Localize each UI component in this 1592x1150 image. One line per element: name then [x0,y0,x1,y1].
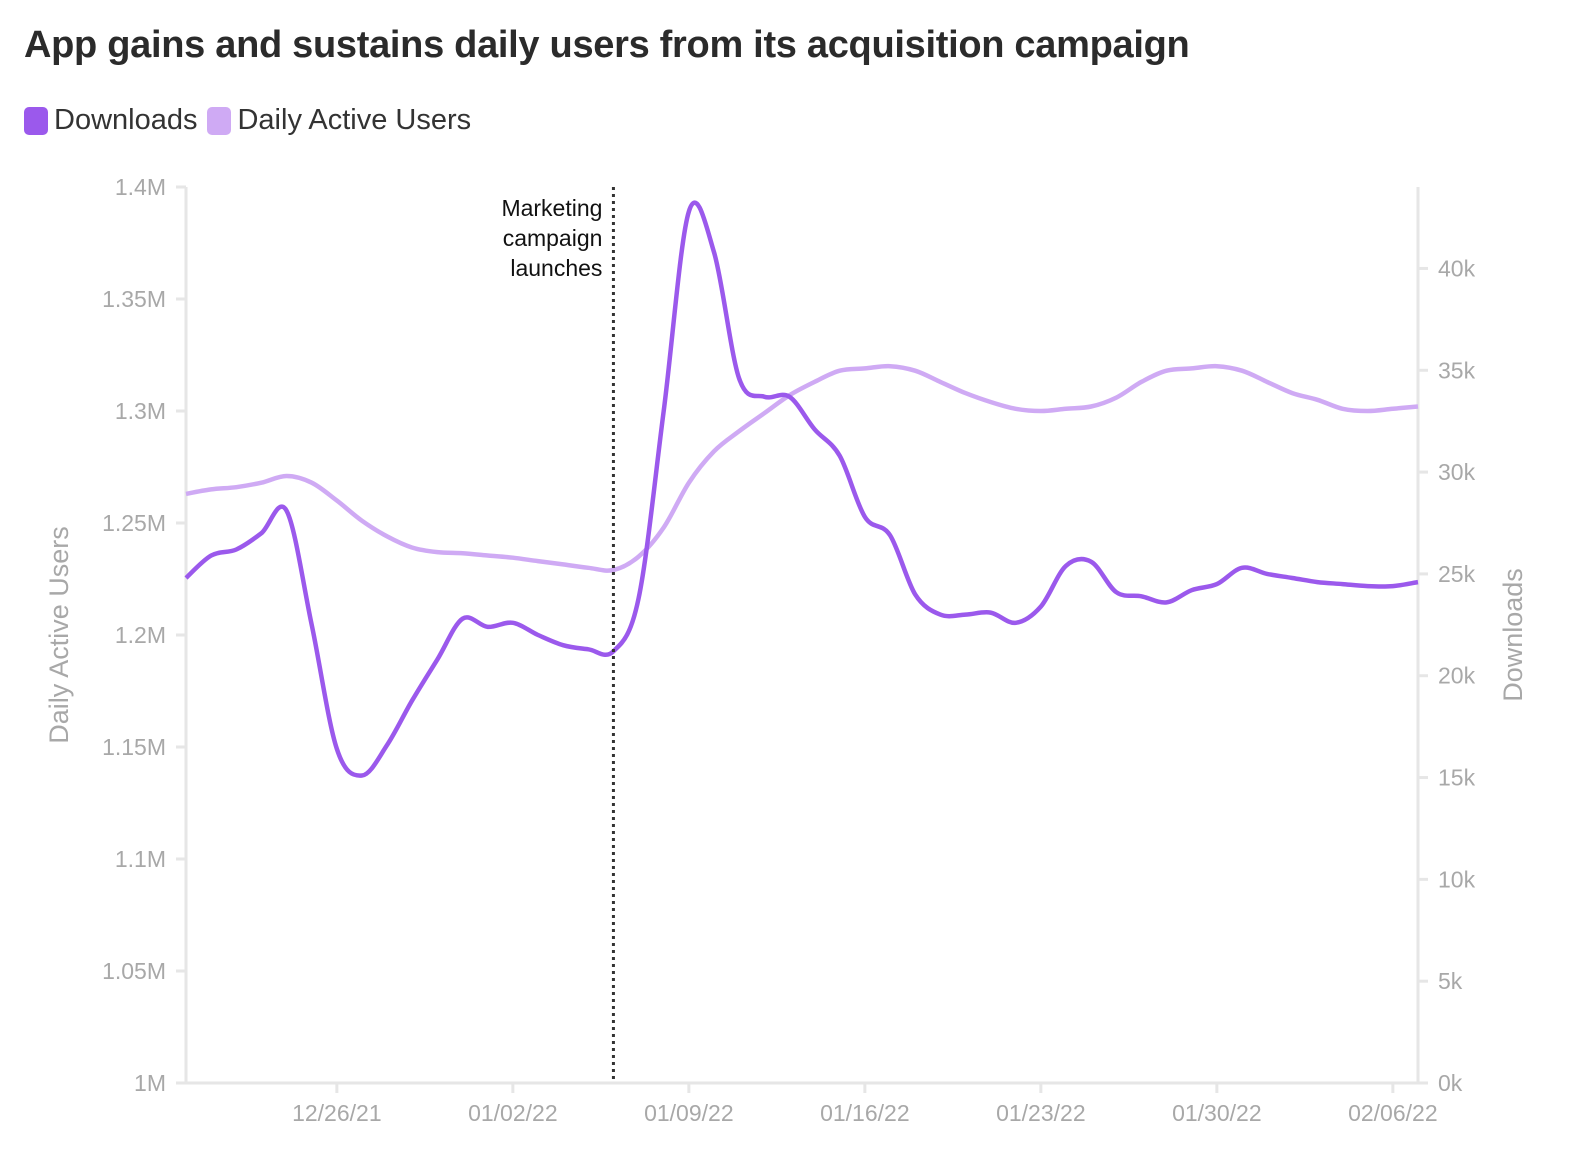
x-tick-label: 01/09/22 [644,1100,734,1126]
x-tick-label: 01/02/22 [468,1100,558,1126]
y-left-tick-label: 1.4M [115,174,166,200]
x-tick-label: 01/30/22 [1172,1100,1262,1126]
x-tick-label: 01/16/22 [820,1100,910,1126]
y-left-tick-label: 1.3M [115,398,166,424]
annotation-text-line: launches [510,255,602,281]
legend: Downloads Daily Active Users [24,104,471,137]
y-right-tick-label: 10k [1438,866,1476,892]
y-left-tick-label: 1M [134,1070,166,1096]
y-left-tick-label: 1.15M [102,734,166,760]
y-left-tick-label: 1.25M [102,510,166,536]
y-right-tick-label: 0k [1438,1070,1463,1096]
legend-item-downloads[interactable]: Downloads [24,104,197,137]
y-right-tick-label: 15k [1438,765,1476,791]
annotation-text-line: Marketing [501,195,602,221]
y-right-tick-label: 35k [1438,357,1476,383]
legend-item-dau[interactable]: Daily Active Users [207,104,471,137]
legend-swatch-dau [207,106,232,135]
legend-label-dau: Daily Active Users [237,104,472,136]
y-right-tick-label: 25k [1438,561,1476,587]
x-tick-label: 01/23/22 [996,1100,1086,1126]
series-line-daily-active-users [185,363,1419,573]
y-left-tick-label: 1.05M [102,958,166,984]
legend-swatch-downloads [24,106,48,135]
y-left-tick-label: 1.2M [115,622,166,648]
y-right-tick-label: 5k [1438,968,1463,994]
y-left-axis-title: Daily Active Users [44,526,74,744]
y-right-tick-label: 40k [1438,255,1476,281]
y-left-tick-label: 1.35M [102,286,166,312]
y-right-axis-title: Downloads [1498,568,1528,702]
chart-title: App gains and sustains daily users from … [24,24,1190,66]
y-right-tick-label: 30k [1438,459,1476,485]
x-tick-label: 02/06/22 [1348,1100,1438,1126]
y-left-tick-label: 1.1M [115,846,166,872]
annotation-text-line: campaign [503,225,603,251]
x-tick-label: 12/26/21 [292,1100,382,1126]
legend-label-downloads: Downloads [54,104,198,136]
y-right-tick-label: 20k [1438,663,1476,689]
series-line-downloads [184,200,1419,778]
